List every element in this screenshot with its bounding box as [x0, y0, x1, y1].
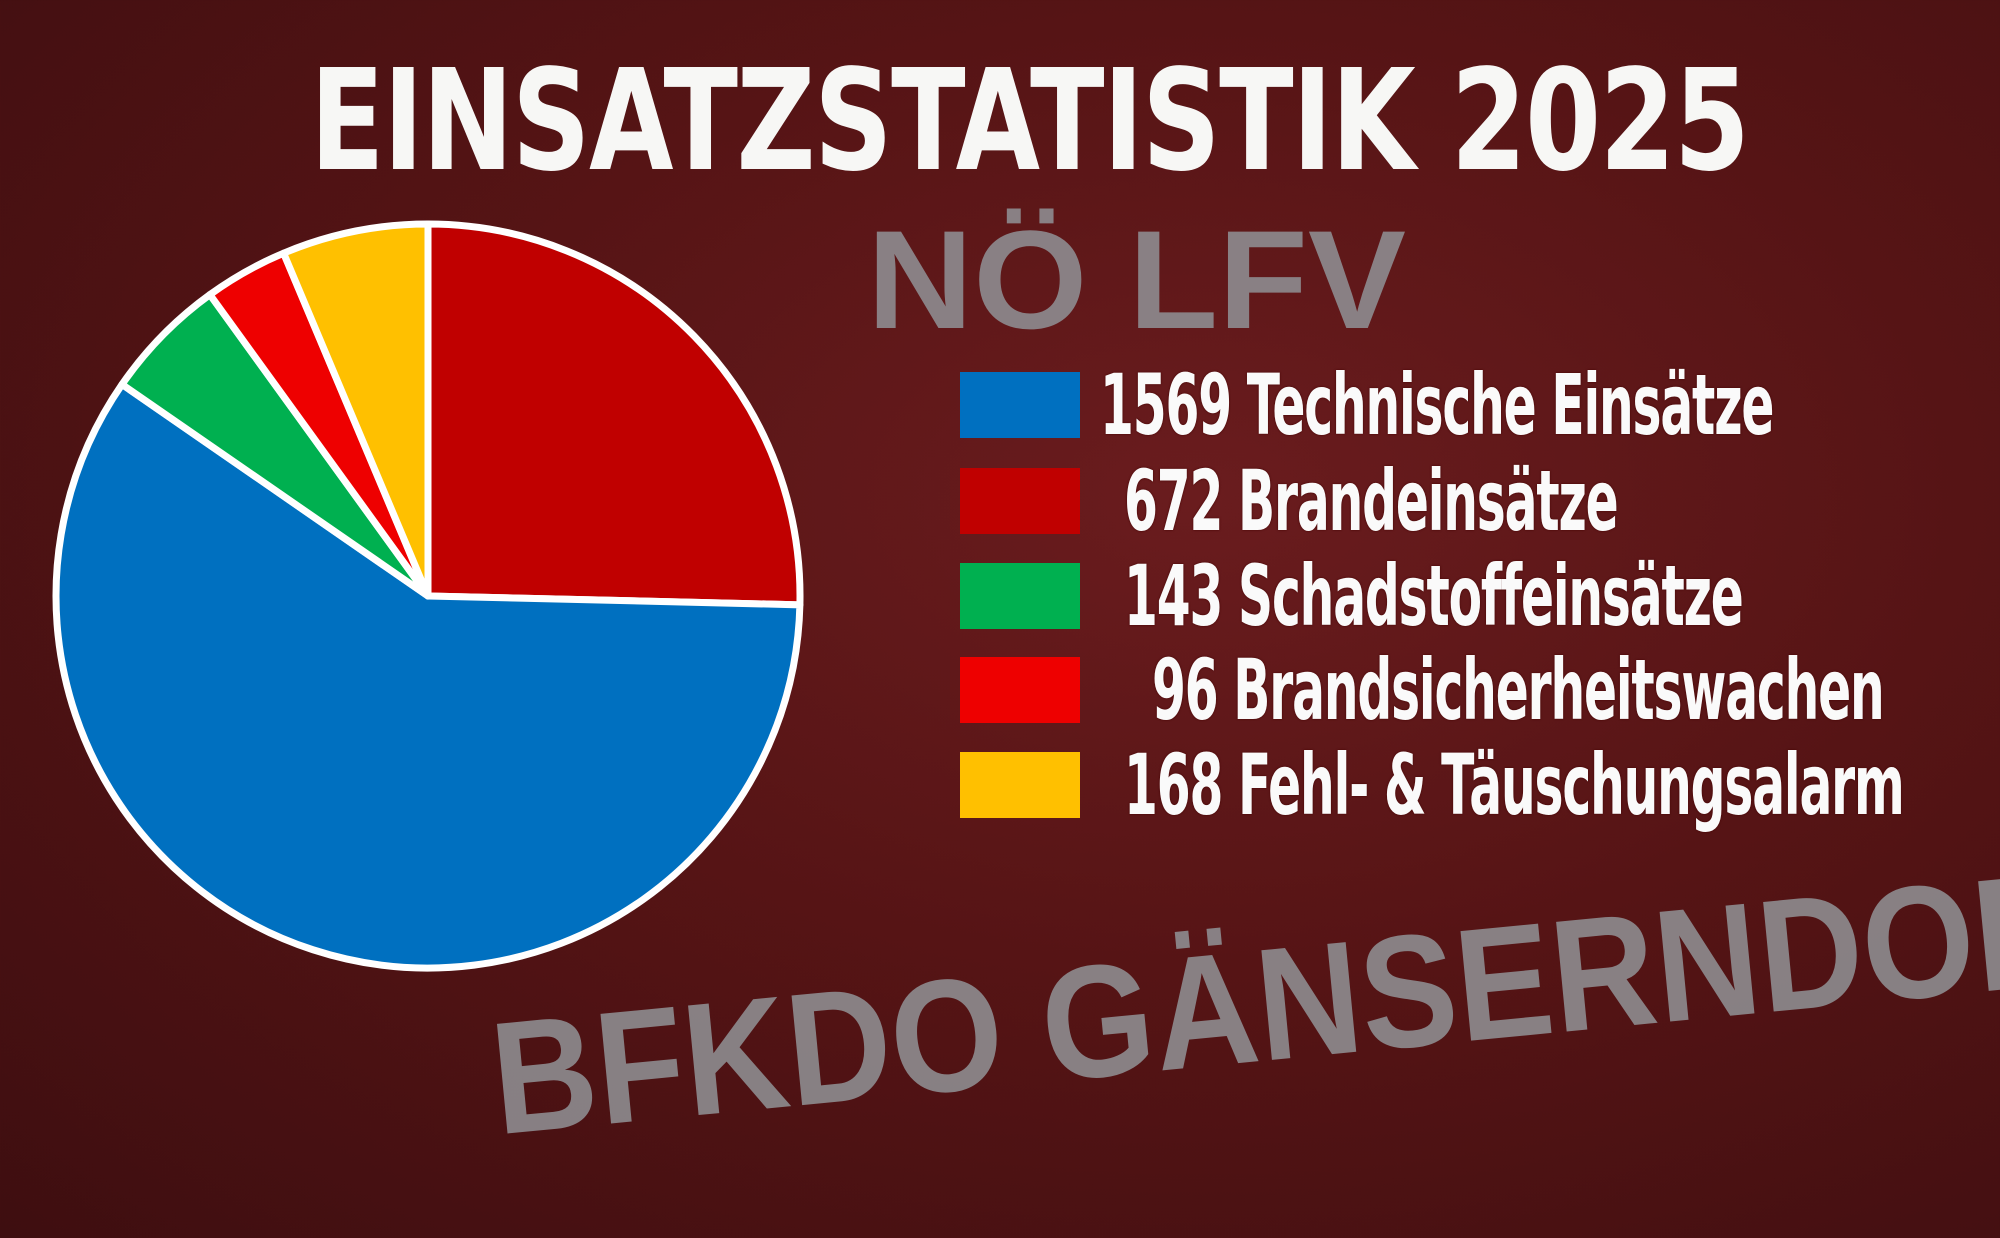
legend-swatch	[960, 752, 1080, 818]
legend-swatch	[960, 468, 1080, 534]
legend-label: 143 Schadstoffeinsätze	[1124, 547, 1744, 645]
legend-label: 1569 Technische Einsätze	[1100, 356, 1774, 454]
legend-swatch	[960, 372, 1080, 438]
legend-swatch	[960, 563, 1080, 629]
pie-slice-1	[52, 380, 804, 972]
pie-slice-4	[280, 220, 432, 600]
legend-swatch	[960, 657, 1080, 723]
chart-title: EINSATZSTATISTIK 2025	[310, 40, 1750, 203]
legend-label: 672 Brandeinsätze	[1124, 452, 1619, 550]
vehicle-lettering-top: NÖ LFV	[867, 201, 1406, 358]
pie-slice-0	[424, 220, 804, 609]
legend-label: 168 Fehl- & Täuschungsalarm	[1124, 736, 1905, 834]
legend-label: 96 Brandsicherheitswachen	[1152, 641, 1885, 739]
